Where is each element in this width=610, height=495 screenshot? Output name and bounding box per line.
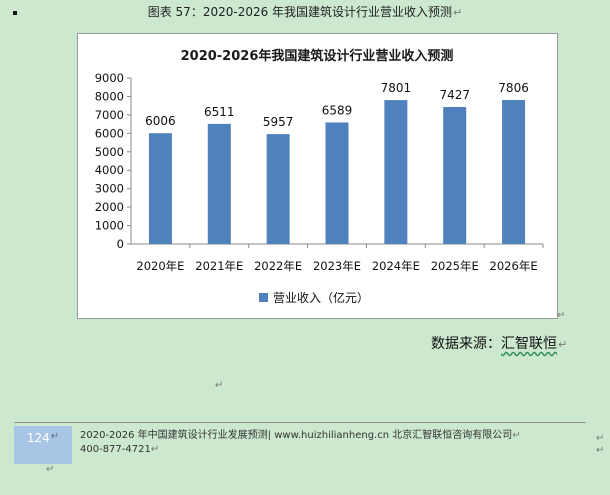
footer-line-1: 2020-2026 年中国建筑设计行业发展预测| www.huizhilianh… [80,430,513,441]
bar-chart: 2020-2026年我国建筑设计行业营业收入预测 0 1000 2000 3000 400… [95,48,544,305]
y-tick-label: 3000 [95,182,124,196]
list-bullet [13,11,17,15]
x-tick-label: 2021年E [195,259,243,273]
y-tick-label: 7000 [95,108,124,122]
chart-title: 2020-2026年我国建筑设计行业营业收入预测 [181,48,454,64]
y-tick-label: 5000 [95,145,124,159]
x-tick-label: 2022年E [254,259,302,273]
data-label: 6006 [145,114,176,128]
y-tick-label: 0 [117,237,124,251]
y-tick-label: 8000 [95,89,124,103]
data-label: 7801 [381,81,412,95]
y-tick-label: 2000 [95,200,124,214]
paragraph-mark-icon: ↵ [453,6,463,19]
y-tick-label: 4000 [95,163,124,177]
source-org: 汇智联恒 [501,336,557,352]
bar [207,123,231,244]
paragraph-mark-icon: ↵ [596,433,605,444]
data-label: 6511 [204,105,235,119]
page-number: 124 [26,431,50,445]
legend-label: 营业收入（亿元） [273,290,369,305]
y-tick-label: 6000 [95,126,124,140]
data-label: 7427 [439,88,470,102]
bar [384,100,408,244]
paragraph-mark-icon: ↵ [215,380,224,391]
legend-swatch [259,293,268,302]
data-label: 5957 [263,115,294,129]
footer-text: 2020-2026 年中国建筑设计行业发展预测| www.huizhilianh… [80,429,600,457]
x-tick-label: 2024年E [372,259,420,273]
caption-text: 图表 57：2020-2026 年我国建筑设计行业营业收入预测 [147,5,453,19]
footer-divider [14,422,586,423]
source-label: 数据来源： [431,336,501,352]
bar [325,122,349,244]
paragraph-mark-icon: ↵ [46,464,55,475]
bar [443,107,467,244]
footer-line-2: 400-877-4721 [80,444,151,455]
source-line: 数据来源：汇智联恒↵ [431,335,567,354]
x-tick-label: 2026年E [490,259,538,273]
paragraph-mark-icon: ↵ [50,431,60,442]
bar [266,134,290,244]
paragraph-mark-icon: ↵ [512,430,521,441]
data-label: 6589 [322,103,353,117]
y-tick-label: 9000 [95,71,124,85]
chart-container[interactable]: 2020-2026年我国建筑设计行业营业收入预测 0 1000 2000 3000 400… [77,33,558,319]
y-tick-label: 1000 [95,219,124,233]
paragraph-mark-icon: ↵ [150,444,160,455]
x-tick-label: 2020年E [136,259,184,273]
paragraph-mark-icon: ↵ [557,310,566,321]
figure-caption: 图表 57：2020-2026 年我国建筑设计行业营业收入预测↵ [0,4,610,21]
page-number-box: 124 ↵ [14,426,72,464]
x-tick-label: 2023年E [313,259,361,273]
bar [502,100,526,244]
x-tick-label: 2025年E [431,259,479,273]
paragraph-mark-icon: ↵ [558,338,568,351]
bar [148,133,172,244]
paragraph-mark-icon: ↵ [596,445,605,456]
data-label: 7806 [498,81,529,95]
